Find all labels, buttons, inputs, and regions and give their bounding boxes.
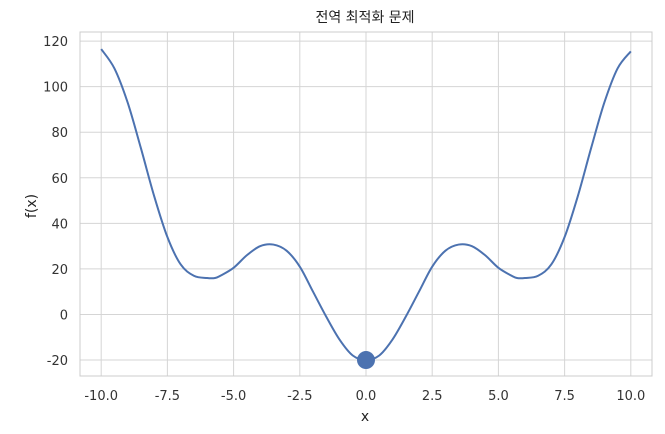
- x-axis-label: x: [361, 409, 369, 425]
- x-tick-label: -2.5: [287, 389, 312, 404]
- x-tick-label: -5.0: [221, 389, 246, 404]
- x-tick-label: 7.5: [554, 389, 575, 404]
- x-tick-label: -10.0: [84, 389, 118, 404]
- y-tick-label: 120: [43, 35, 68, 50]
- chart-title: 전역 최적화 문제: [315, 10, 414, 26]
- y-tick-label: 60: [51, 172, 68, 187]
- y-tick-label: -20: [47, 354, 68, 369]
- x-tick-label: -7.5: [155, 389, 180, 404]
- y-tick-label: 0: [60, 308, 68, 323]
- y-tick-label: 80: [51, 126, 68, 141]
- y-axis-label: f(x): [24, 194, 40, 218]
- y-tick-label: 40: [51, 217, 68, 232]
- y-tick-label: 100: [43, 81, 68, 96]
- x-tick-label: 10.0: [616, 389, 645, 404]
- x-tick-label: 5.0: [488, 389, 509, 404]
- x-tick-label: 0.0: [356, 389, 377, 404]
- minimum-point-marker: [357, 351, 375, 370]
- y-tick-label: 20: [51, 263, 68, 278]
- y-axis: -20 0 20 40 60 80 100 120: [43, 35, 68, 369]
- x-axis: -10.0 -7.5 -5.0 -2.5 0.0 2.5 5.0 7.5 10.0: [84, 389, 645, 404]
- series-group: [100, 48, 632, 370]
- plot-frame: [79, 31, 653, 377]
- x-tick-label: 2.5: [422, 389, 443, 404]
- grid: [80, 32, 652, 376]
